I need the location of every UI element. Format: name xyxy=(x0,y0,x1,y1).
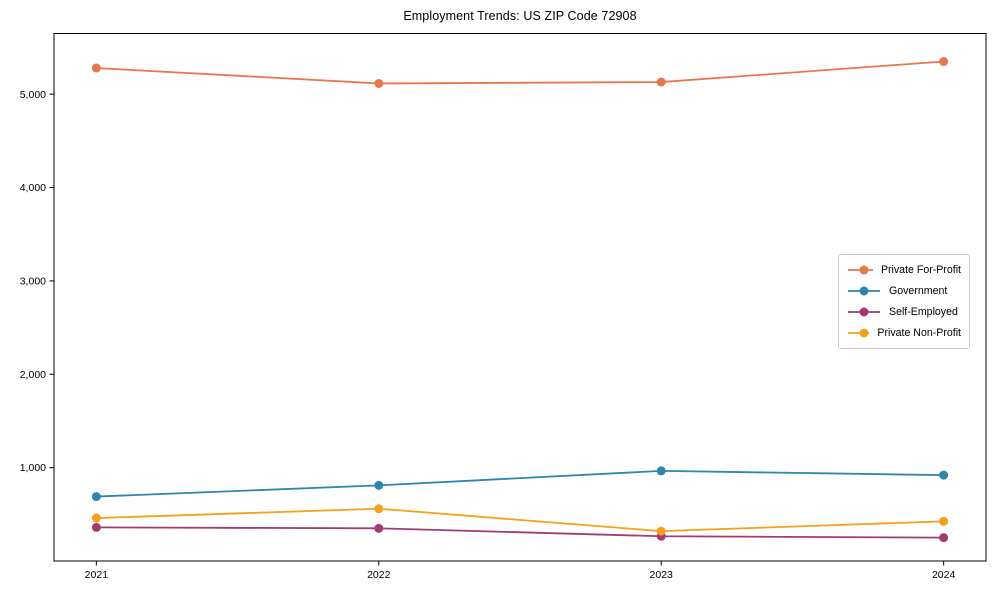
series-marker-private-non-profit xyxy=(374,504,384,514)
legend-marker-icon xyxy=(848,328,870,338)
series-marker-government xyxy=(91,492,101,502)
y-tick-label: 1,000 xyxy=(20,462,46,474)
series-marker-self-employed xyxy=(939,533,949,543)
y-tick-label: 4,000 xyxy=(20,182,46,194)
series-marker-self-employed xyxy=(91,522,101,532)
series-marker-private-for-profit xyxy=(656,77,666,87)
x-tick-label: 2021 xyxy=(85,569,109,581)
series-marker-private-non-profit xyxy=(91,513,101,523)
chart-title: Employment Trends: US ZIP Code 72908 xyxy=(403,9,637,23)
series-marker-government xyxy=(656,466,666,476)
x-tick-label: 2022 xyxy=(367,569,391,581)
y-tick-label: 5,000 xyxy=(20,89,46,101)
legend-marker-icon xyxy=(848,265,873,275)
series-marker-private-non-profit xyxy=(656,526,666,536)
y-tick-label: 3,000 xyxy=(20,276,46,288)
series-marker-government xyxy=(939,470,949,480)
series-marker-private-non-profit xyxy=(939,516,949,526)
series-marker-government xyxy=(374,480,384,490)
legend-item-self-employed: Self-Employed xyxy=(847,304,961,320)
series-marker-self-employed xyxy=(374,523,384,533)
plot-border xyxy=(53,33,987,562)
series-line-self-employed xyxy=(96,526,944,539)
x-tick-label: 2023 xyxy=(650,569,674,581)
series-marker-private-for-profit xyxy=(939,57,949,67)
legend-label: Private For-Profit xyxy=(880,264,961,276)
series-marker-private-for-profit xyxy=(374,78,384,88)
series-line-government xyxy=(96,470,944,498)
series-marker-private-for-profit xyxy=(91,63,101,73)
legend-item-private-non-profit: Private Non-Profit xyxy=(847,325,961,341)
legend-marker-icon xyxy=(848,307,880,317)
series-line-private-for-profit xyxy=(96,60,944,85)
legend-marker-icon xyxy=(848,286,880,296)
series-line-private-non-profit xyxy=(96,507,944,533)
legend-label: Self-Employed xyxy=(889,306,958,318)
legend-item-government: Government xyxy=(847,283,961,299)
legend: Private For-Profit Government Self-Employe… xyxy=(838,254,970,349)
legend-item-private-for-profit: Private For-Profit xyxy=(847,262,961,278)
legend-label: Private Non-Profit xyxy=(877,327,961,339)
x-tick-label: 2024 xyxy=(932,569,956,581)
y-tick-label: 2,000 xyxy=(20,369,46,381)
legend-label: Government xyxy=(889,285,948,297)
